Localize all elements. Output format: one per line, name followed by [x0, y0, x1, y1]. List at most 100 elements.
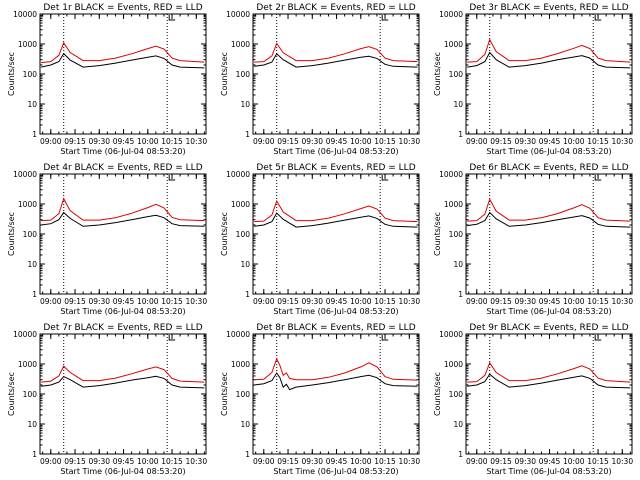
y-tick-label: 1000: [231, 40, 250, 49]
x-tick-label: 09:30: [88, 297, 110, 306]
y-tick-label: 100: [23, 390, 38, 399]
x-tick-label: 09:00: [40, 297, 62, 306]
x-tick-label: 09:45: [539, 457, 561, 466]
y-tick-label: 10: [240, 420, 250, 429]
x-tick-label: 09:00: [40, 137, 62, 146]
x-tick-label: 10:00: [350, 457, 372, 466]
series-lld-line: [467, 197, 631, 222]
x-axis-label: Start Time (06-Jul-04 08:53:20): [60, 147, 185, 156]
x-tick-label: 10:00: [563, 297, 585, 306]
y-tick-label: 10000: [13, 170, 37, 179]
x-tick-label: 10:30: [185, 457, 207, 466]
x-tick-label: 09:00: [466, 137, 488, 146]
y-tick-label: 100: [449, 390, 464, 399]
x-tick-label: 09:45: [113, 137, 135, 146]
y-tick-label: 1: [458, 450, 463, 459]
x-tick-label: 10:30: [611, 457, 633, 466]
y-tick-label: 10: [453, 420, 463, 429]
marker-bracket: [594, 15, 602, 21]
x-tick-label: 10:15: [374, 137, 396, 146]
x-tick-label: 09:15: [64, 297, 86, 306]
x-tick-label: 09:30: [301, 137, 323, 146]
x-tick-label: 10:15: [161, 297, 183, 306]
x-tick-label: 09:00: [253, 297, 275, 306]
chart-panel-8: Det 8r BLACK = Events, RED = LLD 1 10 100 10…: [220, 323, 420, 476]
x-tick-label: 09:15: [490, 137, 512, 146]
chart-title: Det 8r BLACK = Events, RED = LLD: [256, 323, 415, 333]
y-tick-label: 10: [27, 100, 37, 109]
x-tick-label: 10:00: [137, 457, 159, 466]
y-tick-label: 10: [240, 260, 250, 269]
marker-bracket: [594, 335, 602, 341]
x-tick-label: 10:00: [350, 297, 372, 306]
x-tick-label: 09:15: [277, 297, 299, 306]
x-tick-label: 10:00: [137, 297, 159, 306]
y-tick-label: 1000: [444, 40, 463, 49]
y-tick-label: 10: [453, 260, 463, 269]
y-tick-label: 1000: [444, 200, 463, 209]
y-axis-label: Counts/sec: [433, 372, 442, 416]
y-tick-label: 1: [245, 450, 250, 459]
y-tick-label: 1: [458, 130, 463, 139]
x-tick-label: 09:30: [514, 137, 536, 146]
x-tick-label: 09:00: [253, 137, 275, 146]
chart-panel-5: Det 5r BLACK = Events, RED = LLD 1 10 100 10…: [220, 163, 420, 316]
marker-bracket: [168, 15, 176, 21]
x-tick-label: 09:15: [64, 457, 86, 466]
y-tick-label: 1: [245, 290, 250, 299]
x-tick-label: 09:45: [539, 297, 561, 306]
y-tick-label: 1: [245, 130, 250, 139]
x-tick-label: 10:15: [587, 297, 609, 306]
series-lld-line: [41, 365, 205, 383]
series-events-line: [41, 375, 205, 389]
y-tick-label: 10000: [439, 330, 463, 339]
x-tick-label: 10:30: [398, 297, 420, 306]
x-tick-label: 10:00: [350, 137, 372, 146]
chart-title: Det 3r BLACK = Events, RED = LLD: [469, 3, 628, 13]
y-tick-label: 1: [32, 290, 37, 299]
x-axis-label: Start Time (06-Jul-04 08:53:20): [486, 307, 611, 316]
x-tick-label: 09:30: [88, 457, 110, 466]
x-tick-label: 09:30: [514, 297, 536, 306]
x-tick-label: 09:30: [88, 137, 110, 146]
x-axis-label: Start Time (06-Jul-04 08:53:20): [486, 147, 611, 156]
y-tick-label: 1: [32, 450, 37, 459]
y-tick-label: 100: [236, 70, 251, 79]
y-tick-label: 1000: [231, 200, 250, 209]
x-tick-label: 10:30: [611, 137, 633, 146]
series-lld-line: [254, 357, 418, 381]
series-events-line: [467, 211, 631, 228]
chart-panel-4: Det 4r BLACK = Events, RED = LLD 1 10 100 10…: [7, 163, 207, 316]
chart-title: Det 9r BLACK = Events, RED = LLD: [469, 323, 628, 333]
y-tick-label: 10: [240, 100, 250, 109]
x-tick-label: 09:00: [253, 457, 275, 466]
y-tick-label: 100: [23, 70, 38, 79]
series-lld-line: [254, 42, 418, 63]
x-tick-label: 09:45: [113, 457, 135, 466]
x-tick-label: 09:45: [539, 137, 561, 146]
y-axis-label: Counts/sec: [220, 372, 229, 416]
y-tick-label: 1000: [444, 360, 463, 369]
y-tick-label: 10000: [226, 330, 250, 339]
chart-title: Det 5r BLACK = Events, RED = LLD: [256, 163, 415, 173]
plot-frame: [465, 173, 633, 295]
plot-frame: [252, 13, 420, 135]
chart-panel-1: Det 1r BLACK = Events, RED = LLD 1 10 100 10…: [7, 3, 207, 156]
y-tick-label: 10: [453, 100, 463, 109]
y-axis-label: Counts/sec: [433, 212, 442, 256]
x-tick-label: 10:15: [161, 137, 183, 146]
chart-title: Det 1r BLACK = Events, RED = LLD: [43, 3, 202, 13]
marker-bracket: [381, 15, 389, 21]
y-tick-label: 10000: [13, 10, 37, 19]
x-tick-label: 09:45: [326, 137, 348, 146]
y-axis-label: Counts/sec: [7, 212, 16, 256]
x-tick-label: 10:15: [161, 457, 183, 466]
y-tick-label: 10: [27, 260, 37, 269]
plot-frame: [465, 333, 633, 455]
series-events-line: [467, 51, 631, 69]
y-tick-label: 100: [236, 390, 251, 399]
x-tick-label: 10:30: [185, 137, 207, 146]
y-axis-label: Counts/sec: [220, 52, 229, 96]
plot-frame: [252, 333, 420, 455]
